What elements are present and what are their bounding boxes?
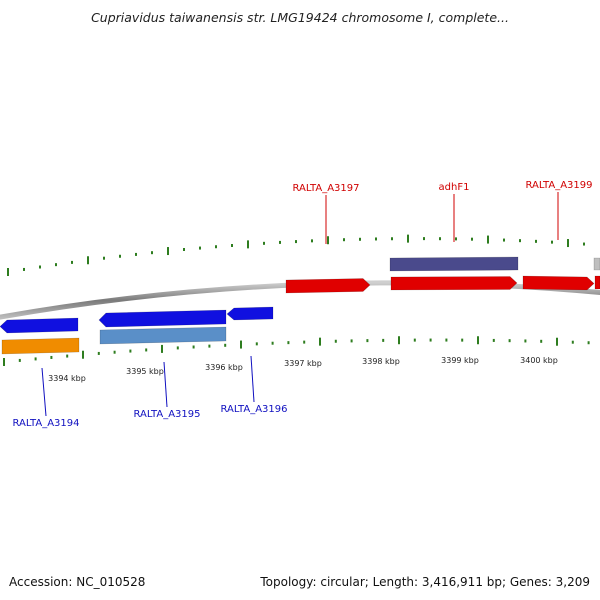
axis-tick-labels: 3394 kbp 3395 kbp 3396 kbp 3397 kbp 3398… [48, 356, 558, 383]
gene-label-ralta-a3195[interactable]: RALTA_A3195 [133, 409, 200, 420]
gene-label-ralta-a3194[interactable]: RALTA_A3194 [12, 418, 79, 429]
accession-text: Accession: NC_010528 [9, 575, 146, 589]
cds-ralta-a3195[interactable] [99, 326, 227, 345]
gene-label-leaders [41, 192, 559, 417]
leader-ralta-a3196 [250, 355, 255, 403]
feature-track [0, 256, 600, 355]
gene-label-adhf1[interactable]: adhF1 [439, 182, 470, 193]
summary-text: Topology: circular; Length: 3,416,911 bp… [260, 575, 590, 589]
axis-tick-label-3398: 3398 kbp [362, 357, 400, 366]
gene-labels: RALTA_A3197 adhF1 RALTA_A3199 RALTA_A319… [12, 180, 592, 429]
gene-ralta-a3195[interactable] [98, 309, 227, 328]
rna-adhf1[interactable] [389, 256, 519, 272]
cds-ralta-a3194[interactable] [1, 337, 80, 355]
gene-label-ralta-a3196[interactable]: RALTA_A3196 [220, 404, 287, 415]
gene-ralta-a3196[interactable] [226, 306, 274, 321]
gene-adhf1[interactable] [390, 276, 518, 291]
axis-tick-label-3395: 3395 kbp [126, 367, 164, 376]
gene-label-ralta-a3199[interactable]: RALTA_A3199 [525, 180, 592, 191]
gene-ralta-a3199[interactable] [522, 275, 595, 291]
axis-tick-label-3397: 3397 kbp [284, 359, 322, 368]
axis-tick-label-3394: 3394 kbp [48, 374, 86, 383]
map-title: Cupriavidus taiwanensis str. LMG19424 ch… [91, 10, 509, 25]
gene-ralta-a3194[interactable] [0, 317, 79, 334]
inner-tick-marks [3, 336, 590, 366]
gene-ralta-a3197[interactable] [285, 278, 371, 294]
leader-ralta-a3194 [41, 367, 47, 417]
outer-tick-marks [7, 234, 585, 276]
axis-tick-label-3399: 3399 kbp [441, 356, 479, 365]
axis-tick-label-3400: 3400 kbp [520, 356, 558, 365]
gene-label-ralta-a3197[interactable]: RALTA_A3197 [292, 183, 359, 194]
gene-edge-right[interactable] [594, 275, 600, 290]
gene-edge-gray[interactable] [593, 257, 600, 271]
leader-ralta-a3195 [163, 361, 168, 408]
axis-tick-label-3396: 3396 kbp [205, 363, 243, 372]
